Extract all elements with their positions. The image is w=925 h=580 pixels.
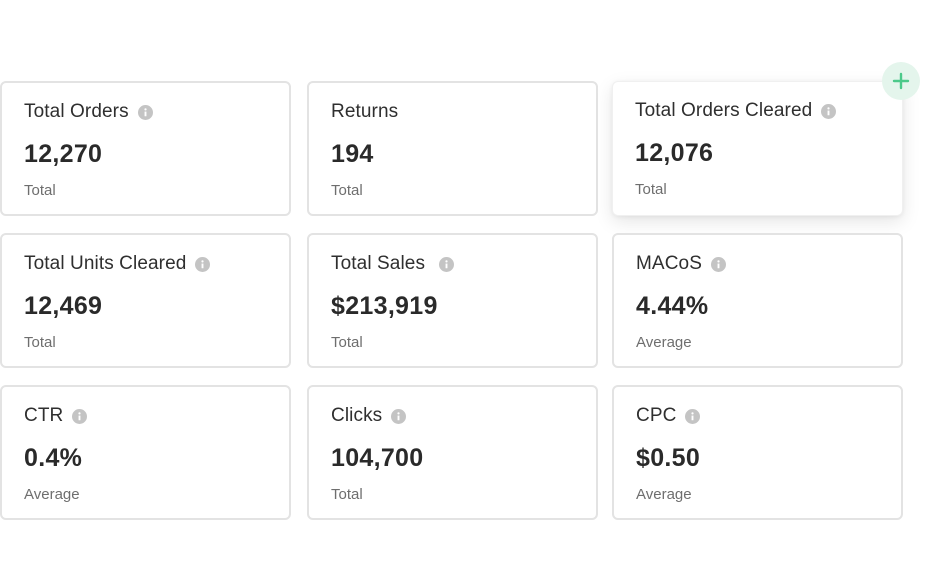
metric-value: 4.44% bbox=[636, 292, 709, 320]
info-icon[interactable] bbox=[137, 104, 153, 120]
metric-subtitle: Average bbox=[24, 486, 80, 503]
info-icon[interactable] bbox=[72, 408, 88, 424]
metric-card-macos[interactable]: MACoS 4.44% Average bbox=[612, 233, 903, 368]
metric-card-total-sales[interactable]: Total Sales $213,919 Total bbox=[307, 233, 598, 368]
metric-value: 104,700 bbox=[331, 444, 424, 472]
metric-value: 194 bbox=[331, 140, 374, 168]
metric-card-clicks[interactable]: Clicks 104,700 Total bbox=[307, 385, 598, 520]
metric-title: Total Sales bbox=[331, 253, 426, 274]
metric-value: 12,076 bbox=[635, 139, 714, 167]
metric-title: MACoS bbox=[636, 253, 702, 274]
add-widget-button[interactable] bbox=[882, 62, 920, 100]
metric-value: 0.4% bbox=[24, 444, 83, 472]
metric-card-returns[interactable]: Returns 194 Total bbox=[307, 81, 598, 216]
metric-card-total-orders-cleared[interactable]: Total Orders Cleared 12,076 Total bbox=[612, 81, 903, 216]
metric-subtitle: Average bbox=[636, 486, 692, 503]
metrics-grid: Total Orders 12,270 Total Returns 194 To… bbox=[0, 81, 925, 521]
info-icon[interactable] bbox=[685, 408, 701, 424]
metric-value: $213,919 bbox=[331, 292, 438, 320]
metric-card-cpc[interactable]: CPC $0.50 Average bbox=[612, 385, 903, 520]
metric-value: 12,469 bbox=[24, 292, 103, 320]
plus-icon bbox=[892, 72, 910, 90]
metric-subtitle: Total bbox=[331, 182, 363, 199]
metric-value: 12,270 bbox=[24, 140, 103, 168]
metric-title: Total Orders Cleared bbox=[635, 100, 813, 121]
metric-card-total-orders[interactable]: Total Orders 12,270 Total bbox=[0, 81, 291, 216]
metric-subtitle: Total bbox=[331, 486, 363, 503]
metric-card-total-units-cleared[interactable]: Total Units Cleared 12,469 Total bbox=[0, 233, 291, 368]
metric-title: CPC bbox=[636, 405, 677, 426]
metric-title: Clicks bbox=[331, 405, 383, 426]
info-icon[interactable] bbox=[195, 256, 211, 272]
info-icon[interactable] bbox=[710, 256, 726, 272]
metric-subtitle: Average bbox=[636, 334, 692, 351]
metric-value: $0.50 bbox=[636, 444, 701, 472]
metric-title: Total Units Cleared bbox=[24, 253, 187, 274]
metric-title: Total Orders bbox=[24, 101, 129, 122]
metric-title: Returns bbox=[331, 101, 399, 122]
info-icon[interactable] bbox=[821, 103, 837, 119]
metric-subtitle: Total bbox=[24, 334, 56, 351]
info-icon[interactable] bbox=[391, 408, 407, 424]
metric-card-ctr[interactable]: CTR 0.4% Average bbox=[0, 385, 291, 520]
metric-subtitle: Total bbox=[635, 181, 667, 198]
metric-title: CTR bbox=[24, 405, 64, 426]
metric-subtitle: Total bbox=[331, 334, 363, 351]
info-icon[interactable] bbox=[439, 256, 455, 272]
metric-subtitle: Total bbox=[24, 182, 56, 199]
